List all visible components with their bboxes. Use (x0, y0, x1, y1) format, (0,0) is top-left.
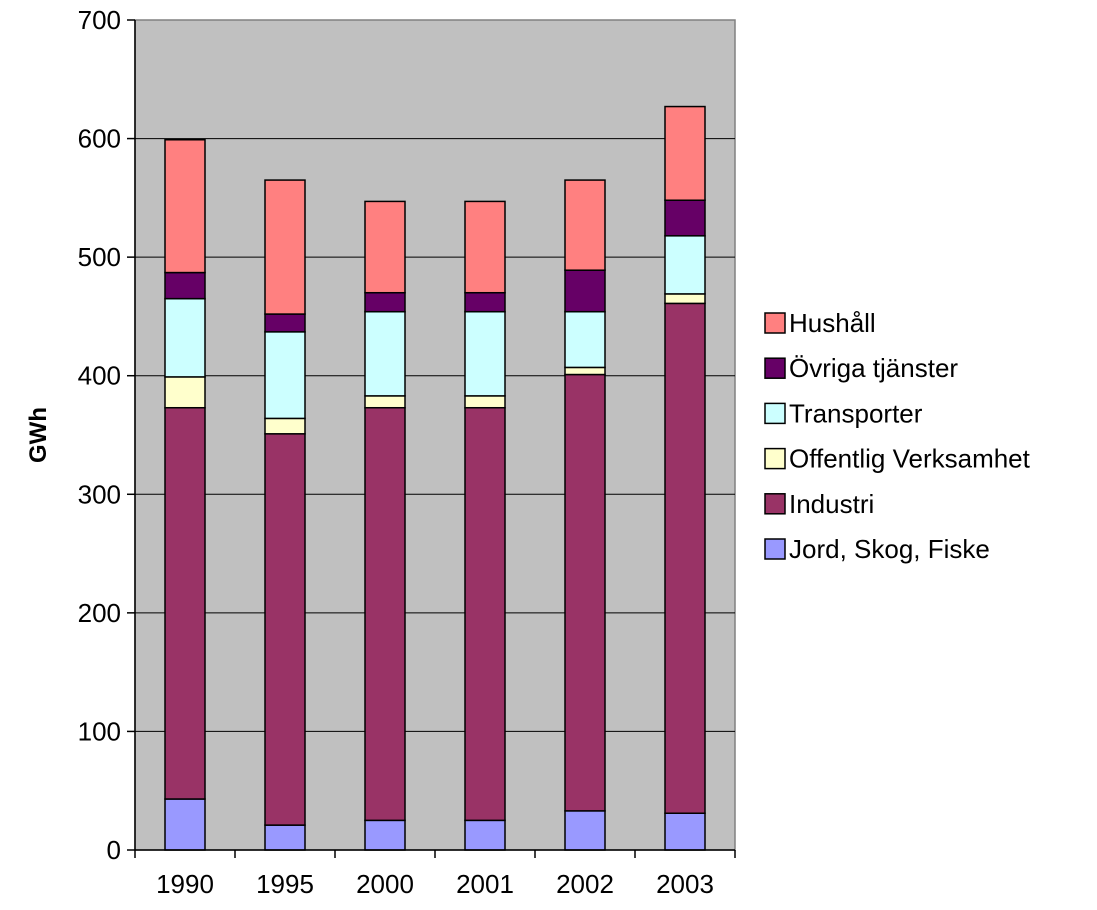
y-axis-title: GWh (25, 407, 52, 463)
bar-segment (464, 310, 506, 397)
x-tick-label: 2003 (656, 869, 714, 899)
bar-segment (264, 313, 306, 333)
bar-segment (664, 105, 706, 201)
bar-segment (264, 417, 306, 435)
bar-segment (364, 200, 406, 294)
x-tick-label: 2001 (456, 869, 514, 899)
legend-swatch (764, 402, 786, 425)
bar-segment (164, 798, 206, 851)
bar-segment (364, 819, 406, 851)
bar-segment (464, 819, 506, 851)
bar-segment (664, 235, 706, 295)
plot-area (134, 19, 736, 851)
y-tick-label: 500 (78, 242, 121, 272)
bar-segment (464, 406, 506, 822)
y-tick-label: 100 (78, 716, 121, 746)
legend-swatch (764, 357, 786, 379)
bar-segment (464, 291, 506, 313)
y-tick-label: 600 (78, 124, 121, 154)
legend-label: Transporter (789, 398, 923, 428)
bar-segment (564, 269, 606, 313)
bar-segment (364, 310, 406, 397)
bar-segment (464, 200, 506, 294)
bar-segment (264, 824, 306, 851)
legend-swatch (764, 447, 786, 470)
legend-swatch (764, 493, 786, 515)
legend-label: Offentlig Verksamhet (789, 444, 1031, 474)
bar-segment (564, 373, 606, 812)
x-tick-label: 2000 (356, 869, 414, 899)
y-tick-label: 200 (78, 598, 121, 628)
y-tick-label: 700 (78, 5, 121, 35)
legend-label: Hushåll (789, 308, 876, 338)
legend-label: Industri (789, 489, 874, 519)
bar-segment (664, 199, 706, 237)
bar-segment (364, 395, 406, 409)
bar-segment (664, 293, 706, 305)
bar-segment (364, 291, 406, 313)
x-tick-label: 1995 (256, 869, 314, 899)
bar-segment (264, 331, 306, 420)
bar-segment (664, 302, 706, 814)
legend-label: Jord, Skog, Fiske (789, 534, 990, 564)
x-tick-label: 2002 (556, 869, 614, 899)
bar-segment (164, 376, 206, 409)
legend-label: Övriga tjänster (789, 353, 958, 383)
bar-segment (164, 271, 206, 300)
legend-swatch (764, 312, 786, 334)
bar-segment (164, 406, 206, 800)
bar-segment (364, 406, 406, 822)
bar-segment (664, 812, 706, 851)
bar-segment (164, 297, 206, 378)
bar-segment (564, 310, 606, 369)
bar-segment (564, 366, 606, 376)
bar-segment (564, 179, 606, 271)
legend-swatch (764, 538, 786, 560)
y-tick-label: 300 (78, 479, 121, 509)
bar-segment (564, 810, 606, 851)
x-tick-label: 1990 (156, 869, 214, 899)
bar-segment (264, 433, 306, 826)
bar-segment (164, 139, 206, 274)
bar-segment (464, 395, 506, 409)
bar-segment (264, 179, 306, 315)
y-tick-label: 400 (78, 361, 121, 391)
y-tick-label: 0 (107, 835, 121, 865)
